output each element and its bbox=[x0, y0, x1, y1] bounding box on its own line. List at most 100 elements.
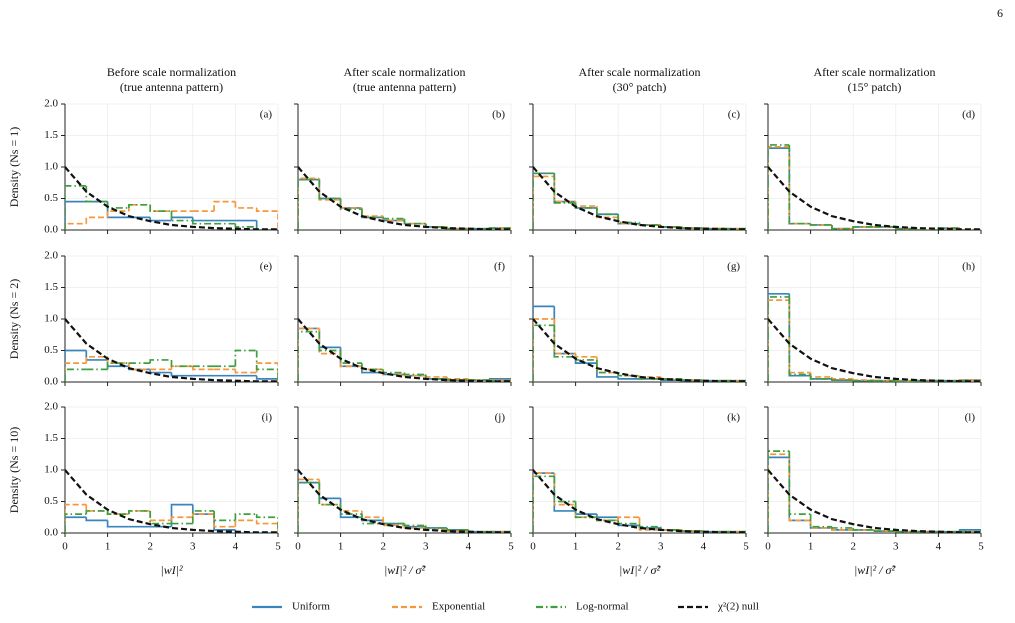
histogram-step bbox=[170, 516, 193, 521]
column-subtitle: (15° patch) bbox=[848, 80, 902, 94]
x-tick-label: 4 bbox=[233, 541, 239, 553]
histogram-step bbox=[213, 200, 236, 212]
histogram-step bbox=[617, 516, 640, 521]
histogram-step bbox=[298, 327, 320, 382]
histogram-step bbox=[617, 376, 640, 380]
histogram-step bbox=[339, 504, 362, 515]
histogram-step bbox=[149, 359, 172, 364]
histogram-step bbox=[382, 217, 405, 220]
histogram-step bbox=[382, 517, 405, 527]
x-tick-label: 0 bbox=[765, 541, 771, 553]
histogram-step bbox=[361, 209, 384, 219]
x-tick-label: 0 bbox=[295, 541, 301, 553]
histogram-step bbox=[106, 362, 129, 370]
histogram-step bbox=[234, 201, 257, 209]
plot-area bbox=[65, 318, 278, 382]
histogram-step bbox=[85, 510, 108, 515]
histogram-step bbox=[298, 327, 320, 382]
histogram-step bbox=[809, 372, 832, 378]
histogram-step bbox=[831, 526, 854, 529]
histogram-step bbox=[553, 319, 576, 355]
histogram-step bbox=[617, 520, 640, 525]
histogram-step bbox=[65, 362, 87, 382]
column-subtitle: (true antenna pattern) bbox=[353, 80, 456, 94]
histogram-step bbox=[191, 366, 215, 371]
histogram-step bbox=[191, 504, 215, 515]
x-tick-label: 3 bbox=[190, 541, 196, 553]
histogram-step bbox=[553, 173, 576, 203]
histogram-step bbox=[638, 523, 661, 528]
histogram-step bbox=[106, 510, 129, 515]
panel-label: (e) bbox=[260, 261, 273, 273]
histogram-step bbox=[361, 514, 384, 525]
histogram-step bbox=[298, 330, 320, 382]
x-tick-label: 1 bbox=[338, 541, 344, 553]
x-tick-label: 4 bbox=[701, 541, 707, 553]
histogram-step bbox=[852, 226, 875, 229]
histogram-step bbox=[873, 529, 896, 532]
histogram-step bbox=[852, 379, 875, 382]
panel-label: (d) bbox=[962, 109, 975, 121]
column-title: After scale normalization bbox=[579, 65, 701, 79]
histogram-step bbox=[533, 472, 555, 533]
null-curve bbox=[298, 318, 511, 382]
histogram-step bbox=[768, 453, 790, 533]
histogram-step bbox=[339, 504, 362, 512]
null-curve bbox=[768, 166, 981, 230]
histogram-step bbox=[788, 454, 811, 522]
histogram-step bbox=[809, 520, 832, 529]
histogram-step bbox=[574, 510, 597, 515]
plot-area bbox=[65, 166, 278, 230]
histogram-step bbox=[255, 207, 278, 230]
histogram-step bbox=[553, 476, 576, 503]
y-axis-label: Density (Ns = 1) bbox=[7, 127, 21, 207]
y-tick-label: 1.5 bbox=[44, 281, 58, 293]
histogram-step bbox=[788, 300, 811, 374]
histogram-step bbox=[255, 375, 278, 382]
histogram-step bbox=[65, 222, 87, 230]
histogram-step bbox=[149, 204, 172, 212]
histogram-step bbox=[128, 510, 151, 515]
histogram-step bbox=[809, 374, 832, 380]
column-subtitle: (30° patch) bbox=[613, 80, 667, 94]
histogram-step bbox=[318, 331, 341, 352]
histogram-step bbox=[234, 519, 257, 527]
plot-area bbox=[768, 292, 981, 382]
histogram-step bbox=[788, 296, 811, 376]
histogram-step bbox=[553, 176, 576, 203]
histogram-step bbox=[234, 369, 257, 374]
null-curve bbox=[65, 469, 278, 533]
histogram-step bbox=[65, 516, 87, 533]
histogram-step bbox=[852, 527, 875, 531]
histogram-step bbox=[234, 349, 257, 367]
histogram-step bbox=[106, 210, 129, 218]
plot-area bbox=[298, 469, 511, 533]
legend-label: Exponential bbox=[432, 601, 485, 613]
x-axis-label: |wI|² bbox=[160, 563, 183, 577]
null-curve bbox=[298, 166, 511, 230]
y-tick-label: 2.0 bbox=[44, 401, 58, 413]
histogram-step bbox=[255, 514, 278, 533]
x-tick-label: 5 bbox=[743, 541, 749, 553]
histogram-step bbox=[106, 356, 129, 364]
histogram-step bbox=[65, 349, 87, 382]
histogram-step bbox=[533, 472, 555, 533]
null-curve bbox=[533, 166, 746, 230]
plot-area bbox=[65, 469, 278, 533]
histogram-step bbox=[128, 363, 151, 371]
histogram-step bbox=[255, 220, 278, 230]
histogram-step bbox=[574, 201, 597, 207]
histogram-step bbox=[533, 305, 555, 382]
x-tick-label: 2 bbox=[850, 541, 856, 553]
histogram-step bbox=[318, 479, 341, 506]
x-tick-label: 1 bbox=[808, 541, 814, 553]
histogram-step bbox=[85, 216, 108, 224]
panel-label: (f) bbox=[494, 261, 505, 273]
page-number: 6 bbox=[997, 6, 1003, 20]
histogram-step bbox=[533, 172, 555, 230]
histogram-step bbox=[446, 527, 469, 531]
histogram-step bbox=[318, 178, 341, 201]
histogram-step bbox=[361, 363, 384, 371]
x-tick-label: 2 bbox=[147, 541, 153, 553]
histogram-step bbox=[255, 350, 278, 382]
